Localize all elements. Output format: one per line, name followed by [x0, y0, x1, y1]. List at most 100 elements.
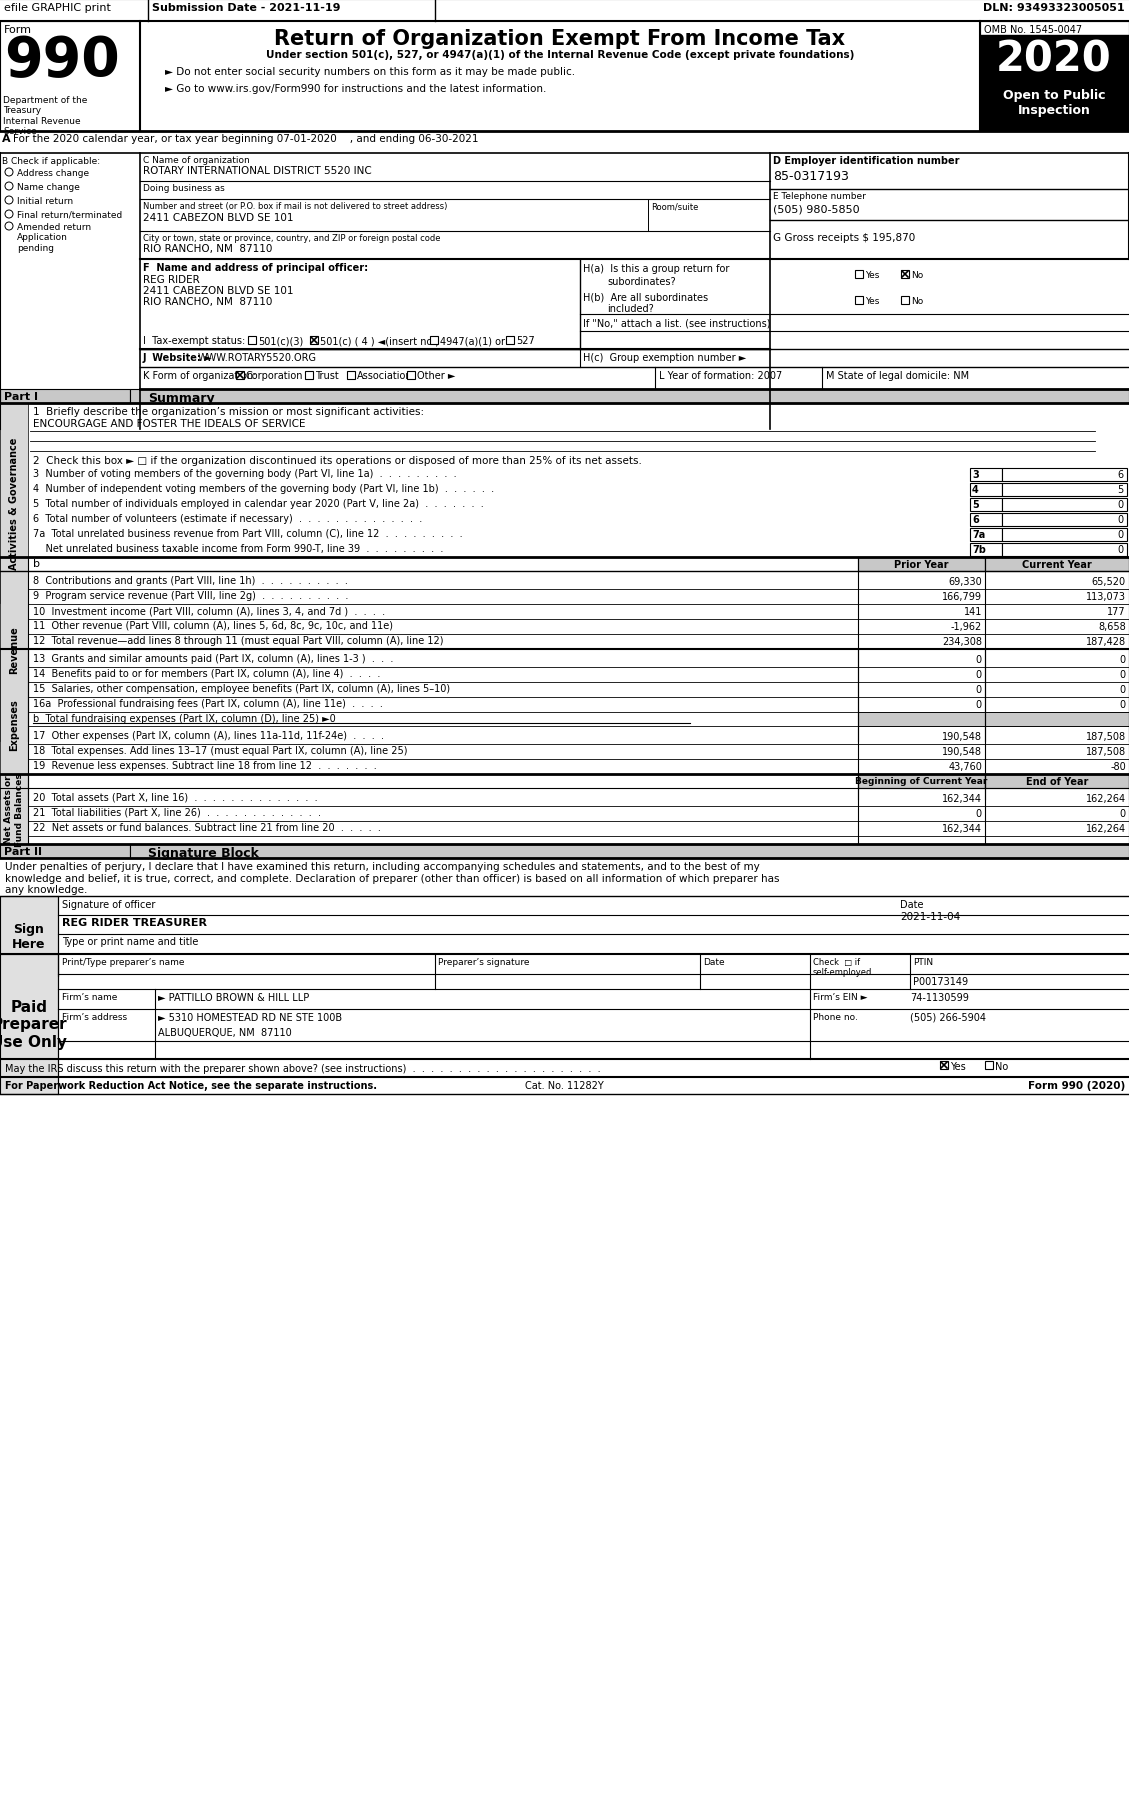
- Text: Under penalties of perjury, I declare that I have examined this return, includin: Under penalties of perjury, I declare th…: [5, 862, 779, 894]
- Text: ► 5310 HOMESTEAD RD NE STE 100B: ► 5310 HOMESTEAD RD NE STE 100B: [158, 1012, 342, 1023]
- Text: Firm’s name: Firm’s name: [62, 992, 117, 1001]
- Text: Activities & Governance: Activities & Governance: [9, 437, 19, 569]
- Bar: [901, 271, 909, 278]
- Bar: [506, 336, 514, 345]
- Bar: [901, 296, 909, 305]
- Bar: [984, 1061, 994, 1070]
- Text: Expenses: Expenses: [9, 699, 19, 750]
- Text: 65,520: 65,520: [1092, 576, 1126, 587]
- Text: 990: 990: [5, 34, 120, 89]
- Bar: [130, 844, 1129, 858]
- Text: 7b: 7b: [972, 544, 986, 555]
- Bar: [130, 390, 1129, 403]
- Text: Yes: Yes: [949, 1061, 965, 1072]
- Text: If "No," attach a list. (see instructions): If "No," attach a list. (see instruction…: [583, 318, 770, 327]
- Circle shape: [5, 211, 14, 219]
- Bar: [980, 87, 1129, 132]
- Text: 85-0317193: 85-0317193: [773, 170, 849, 183]
- Bar: [980, 36, 1129, 87]
- Text: No: No: [911, 296, 924, 305]
- Bar: [28, 558, 858, 571]
- Text: 8,658: 8,658: [1099, 622, 1126, 632]
- Text: 14  Benefits paid to or for members (Part IX, column (A), line 4)  .  .  .  .: 14 Benefits paid to or for members (Part…: [33, 669, 380, 679]
- Text: Amended return
Application
pending: Amended return Application pending: [17, 222, 91, 253]
- Bar: [140, 22, 980, 132]
- Text: 2021-11-04: 2021-11-04: [900, 911, 961, 922]
- Text: 7a  Total unrelated business revenue from Part VIII, column (C), line 12  .  .  : 7a Total unrelated business revenue from…: [33, 529, 463, 538]
- Bar: [1003, 499, 1127, 511]
- Text: Sign
Here: Sign Here: [12, 923, 46, 950]
- Bar: [855, 271, 863, 278]
- Text: efile GRAPHIC print: efile GRAPHIC print: [5, 4, 111, 13]
- Text: -80: -80: [1110, 761, 1126, 772]
- Bar: [248, 336, 256, 345]
- Text: 1  Briefly describe the organization’s mission or most significant activities:: 1 Briefly describe the organization’s mi…: [33, 407, 425, 417]
- Text: 5: 5: [1117, 484, 1123, 495]
- Bar: [858, 775, 984, 788]
- Bar: [347, 372, 355, 379]
- Circle shape: [5, 168, 14, 177]
- Text: 8  Contributions and grants (Part VIII, line 1h)  .  .  .  .  .  .  .  .  .  .: 8 Contributions and grants (Part VIII, l…: [33, 576, 348, 585]
- Bar: [0, 651, 28, 799]
- Text: Under section 501(c), 527, or 4947(a)(1) of the Internal Revenue Code (except pr: Under section 501(c), 527, or 4947(a)(1)…: [265, 51, 855, 60]
- Text: 187,428: 187,428: [1086, 636, 1126, 647]
- Text: PTIN: PTIN: [913, 958, 934, 967]
- Bar: [858, 558, 984, 571]
- Text: 527: 527: [516, 336, 535, 345]
- Text: 162,344: 162,344: [942, 824, 982, 833]
- Text: H(a)  Is this a group return for: H(a) Is this a group return for: [583, 264, 729, 275]
- Text: J  Website: ►: J Website: ►: [143, 352, 212, 363]
- Bar: [0, 390, 130, 403]
- Bar: [970, 544, 1003, 557]
- Text: 6  Total number of volunteers (estimate if necessary)  .  .  .  .  .  .  .  .  .: 6 Total number of volunteers (estimate i…: [33, 513, 422, 524]
- Text: Firm’s address: Firm’s address: [62, 1012, 128, 1021]
- Bar: [984, 775, 1129, 788]
- Text: G Gross receipts $ 195,870: G Gross receipts $ 195,870: [773, 233, 916, 242]
- Text: included?: included?: [607, 304, 654, 314]
- Text: 0: 0: [975, 699, 982, 710]
- Text: ► Go to www.irs.gov/Form990 for instructions and the latest information.: ► Go to www.irs.gov/Form990 for instruct…: [165, 83, 546, 94]
- Text: Submission Date - 2021-11-19: Submission Date - 2021-11-19: [152, 4, 341, 13]
- Text: ► Do not enter social security numbers on this form as it may be made public.: ► Do not enter social security numbers o…: [165, 67, 575, 78]
- Text: 3  Number of voting members of the governing body (Part VI, line 1a)  .  .  .  .: 3 Number of voting members of the govern…: [33, 468, 456, 479]
- Text: 0: 0: [975, 685, 982, 694]
- Text: Type or print name and title: Type or print name and title: [62, 936, 199, 947]
- Text: 0: 0: [1120, 699, 1126, 710]
- Text: Net Assets or
Fund Balances: Net Assets or Fund Balances: [5, 773, 24, 846]
- Bar: [236, 372, 244, 379]
- Text: Other ►: Other ►: [417, 370, 455, 381]
- Text: 16a  Professional fundraising fees (Part IX, column (A), line 11e)  .  .  .  .: 16a Professional fundraising fees (Part …: [33, 699, 383, 708]
- Text: A: A: [2, 134, 10, 145]
- Text: M State of legal domicile: NM: M State of legal domicile: NM: [826, 370, 969, 381]
- Bar: [0, 896, 58, 976]
- Bar: [0, 844, 130, 858]
- Text: 2411 CABEZON BLVD SE 101: 2411 CABEZON BLVD SE 101: [143, 286, 294, 296]
- Bar: [940, 1061, 948, 1070]
- Text: 187,508: 187,508: [1086, 732, 1126, 741]
- Bar: [984, 558, 1129, 571]
- Text: 162,264: 162,264: [1086, 793, 1126, 804]
- Text: Summary: Summary: [148, 392, 215, 405]
- Text: b: b: [33, 558, 40, 569]
- Text: 0: 0: [1117, 501, 1123, 510]
- Text: 6: 6: [972, 515, 979, 524]
- Text: Yes: Yes: [865, 271, 879, 280]
- Text: 13  Grants and similar amounts paid (Part IX, column (A), lines 1-3 )  .  .  .: 13 Grants and similar amounts paid (Part…: [33, 654, 393, 663]
- Text: 10  Investment income (Part VIII, column (A), lines 3, 4, and 7d )  .  .  .  .: 10 Investment income (Part VIII, column …: [33, 605, 385, 616]
- Text: Signature of officer: Signature of officer: [62, 900, 156, 909]
- Text: 0: 0: [975, 670, 982, 679]
- Text: Corporation: Corporation: [246, 370, 304, 381]
- Text: 162,344: 162,344: [942, 793, 982, 804]
- Text: 187,508: 187,508: [1086, 746, 1126, 757]
- Text: Trust: Trust: [315, 370, 339, 381]
- Text: RIO RANCHO, NM  87110: RIO RANCHO, NM 87110: [143, 244, 272, 253]
- Text: 0: 0: [1117, 515, 1123, 524]
- Bar: [858, 712, 984, 726]
- Bar: [1003, 544, 1127, 557]
- Text: Return of Organization Exempt From Income Tax: Return of Organization Exempt From Incom…: [274, 29, 846, 49]
- Text: For Paperwork Reduction Act Notice, see the separate instructions.: For Paperwork Reduction Act Notice, see …: [5, 1081, 377, 1090]
- Text: Cat. No. 11282Y: Cat. No. 11282Y: [525, 1081, 603, 1090]
- Text: -1,962: -1,962: [951, 622, 982, 632]
- Bar: [970, 468, 1003, 482]
- Text: 15  Salaries, other compensation, employee benefits (Part IX, column (A), lines : 15 Salaries, other compensation, employe…: [33, 683, 450, 694]
